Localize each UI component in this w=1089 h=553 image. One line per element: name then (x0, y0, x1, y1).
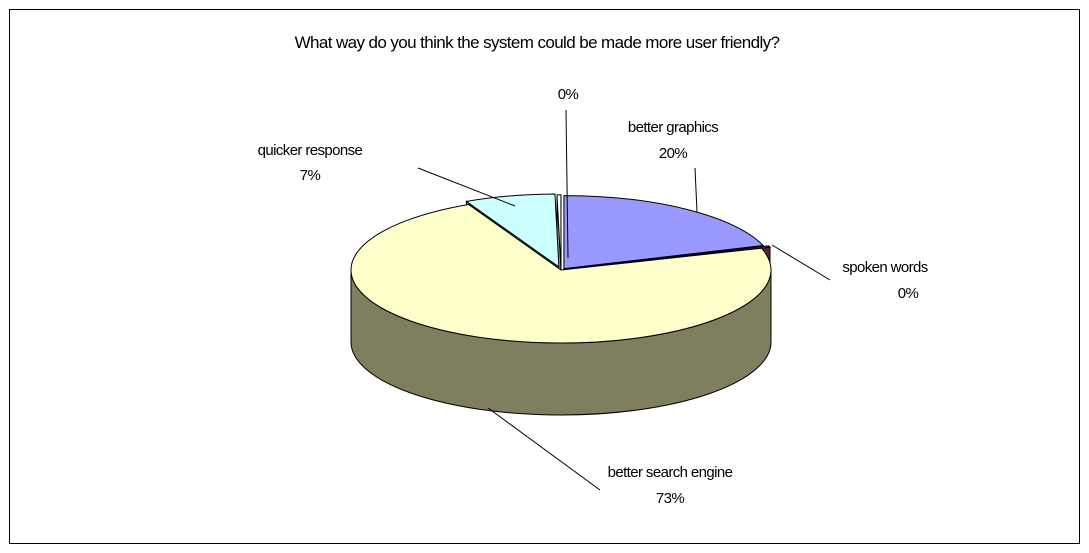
pie-slice (563, 195, 765, 270)
slice-value-label: 0% (898, 285, 919, 302)
slice-label: quicker response (258, 142, 363, 159)
leader-line (771, 244, 831, 281)
leader-line (487, 407, 601, 491)
pie-slice (556, 194, 562, 268)
pie-slice (350, 203, 772, 344)
pie-layer (350, 193, 772, 416)
pie-chart: What way do you think the system could b… (258, 33, 929, 507)
slice-value-label: 7% (300, 167, 321, 184)
chart-area: What way do you think the system could b… (9, 9, 1080, 544)
pie-slice (465, 193, 560, 268)
slice-value-label: 20% (659, 145, 687, 162)
label-layer: better graphics 20% spoken words 0% better s… (258, 86, 929, 507)
slice-value-label: 0% (558, 86, 579, 103)
slice-label: better graphics (628, 119, 718, 136)
leader-line (565, 109, 569, 259)
leader-line (417, 167, 516, 207)
chart-title: What way do you think the system could b… (295, 33, 780, 52)
slice-label: better search engine (608, 464, 733, 481)
leader-line (694, 167, 698, 213)
slice-label: spoken words (842, 259, 927, 276)
slice-value-label: 73% (656, 490, 684, 507)
